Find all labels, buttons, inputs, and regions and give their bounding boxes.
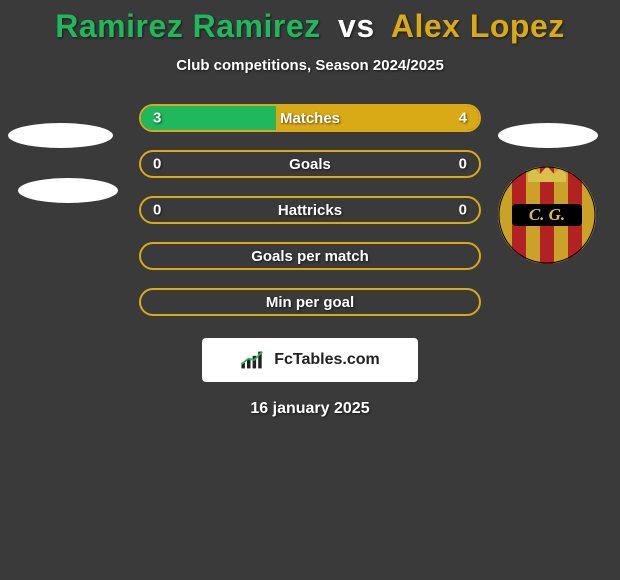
stat-value-left: 3 <box>153 110 161 127</box>
stat-value-right: 0 <box>459 156 467 173</box>
stat-value-left: 0 <box>153 156 161 173</box>
page-title: Ramirez Ramirez vs Alex Lopez <box>0 0 620 45</box>
stat-label: Hattricks <box>278 202 342 219</box>
club-crest-icon: C. G. <box>498 166 596 264</box>
stat-label: Min per goal <box>266 294 354 311</box>
brand-chart-icon <box>240 350 268 370</box>
brand-badge: FcTables.com <box>202 338 418 382</box>
stat-label: Matches <box>280 110 340 127</box>
brand-text: FcTables.com <box>274 351 380 369</box>
player2-club-badge: C. G. <box>498 123 598 264</box>
player2-name: Alex Lopez <box>391 8 565 44</box>
date: 16 january 2025 <box>0 400 620 418</box>
stat-value-right: 4 <box>459 110 467 127</box>
stat-row: Goals per match <box>139 242 481 270</box>
vs-text: vs <box>338 8 375 44</box>
player1-name: Ramirez Ramirez <box>55 8 320 44</box>
player1-avatar-placeholder <box>8 123 118 203</box>
svg-text:C. G.: C. G. <box>529 205 565 224</box>
stat-row: Min per goal <box>139 288 481 316</box>
stat-row: 3 4 Matches <box>139 104 481 132</box>
stat-label: Goals <box>289 156 331 173</box>
subtitle: Club competitions, Season 2024/2025 <box>0 57 620 74</box>
stat-row: 0 0 Goals <box>139 150 481 178</box>
stat-label: Goals per match <box>251 248 369 265</box>
stat-row: 0 0 Hattricks <box>139 196 481 224</box>
stat-value-right: 0 <box>459 202 467 219</box>
stat-value-left: 0 <box>153 202 161 219</box>
